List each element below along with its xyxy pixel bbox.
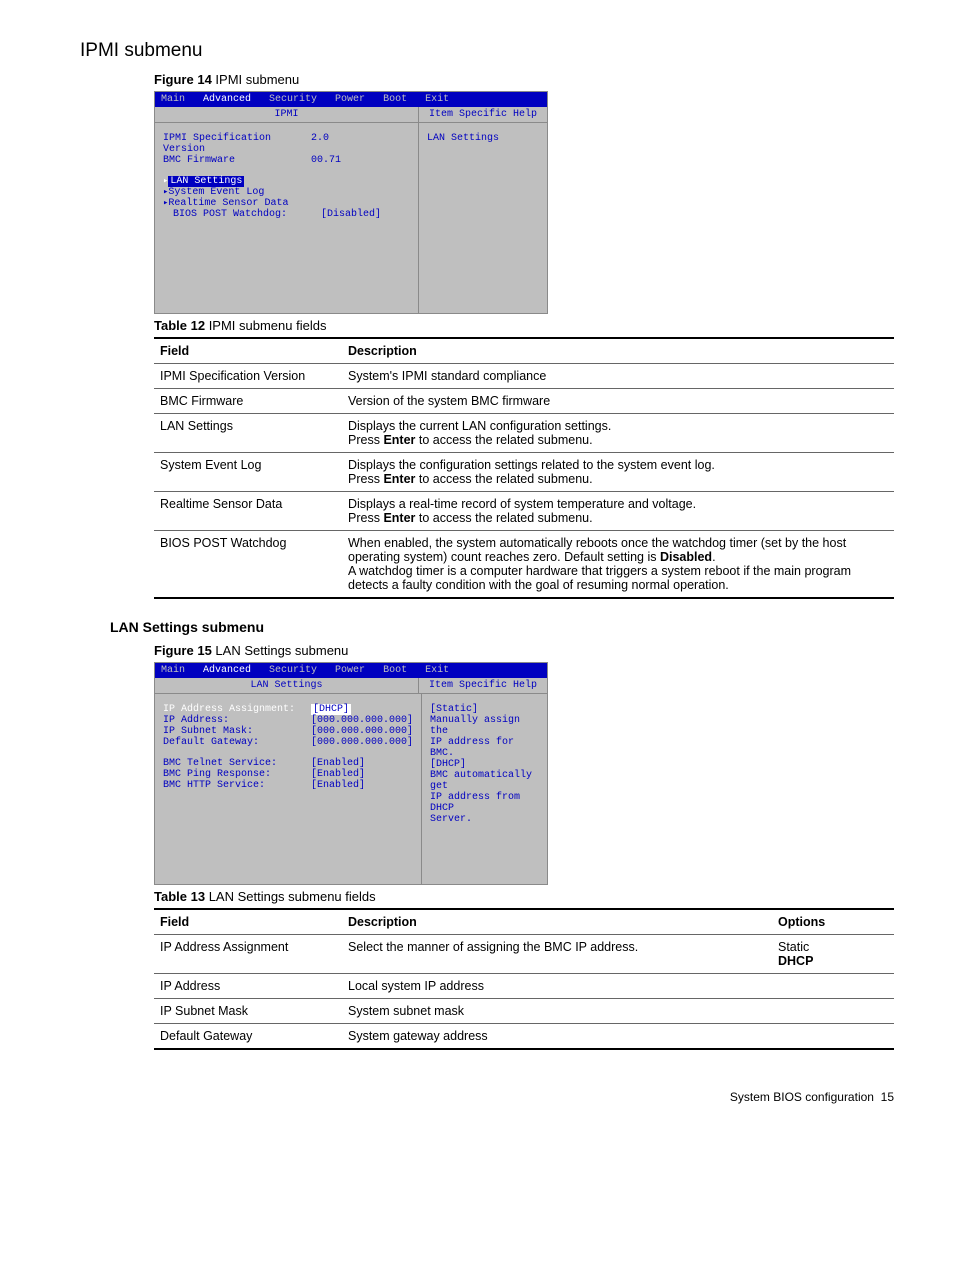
bios-screenshot-lan: Main Advanced Security Power Boot Exit L… [154,662,548,885]
section-heading: IPMI submenu [80,40,904,62]
table-13: Field Description Options IP Address Ass… [154,908,894,1050]
table-row: Default GatewaySystem gateway address [154,1024,894,1050]
bios-menu-bar: Main Advanced Security Power Boot Exit [155,663,547,678]
table-12: Field Description IPMI Specification Ver… [154,337,894,599]
page-footer: System BIOS configuration 15 [50,1090,904,1104]
figure-15-caption: Figure 15 LAN Settings submenu [154,643,904,658]
table-row: Realtime Sensor DataDisplays a real-time… [154,492,894,531]
bios-screenshot-ipmi: Main Advanced Security Power Boot Exit I… [154,91,548,314]
subsection-heading: LAN Settings submenu [110,619,904,635]
table-row: BMC FirmwareVersion of the system BMC fi… [154,389,894,414]
figure-14-caption: Figure 14 IPMI submenu [154,72,904,87]
table-row: IP AddressLocal system IP address [154,974,894,999]
table-13-caption: Table 13 LAN Settings submenu fields [154,889,904,904]
table-row: IP Address AssignmentSelect the manner o… [154,935,894,974]
table-row: System Event LogDisplays the configurati… [154,453,894,492]
table-row: BIOS POST WatchdogWhen enabled, the syst… [154,531,894,599]
table-row: LAN SettingsDisplays the current LAN con… [154,414,894,453]
table-12-caption: Table 12 IPMI submenu fields [154,318,904,333]
bios-menu-bar: Main Advanced Security Power Boot Exit [155,92,547,107]
table-row: IP Subnet MaskSystem subnet mask [154,999,894,1024]
table-row: IPMI Specification VersionSystem's IPMI … [154,364,894,389]
